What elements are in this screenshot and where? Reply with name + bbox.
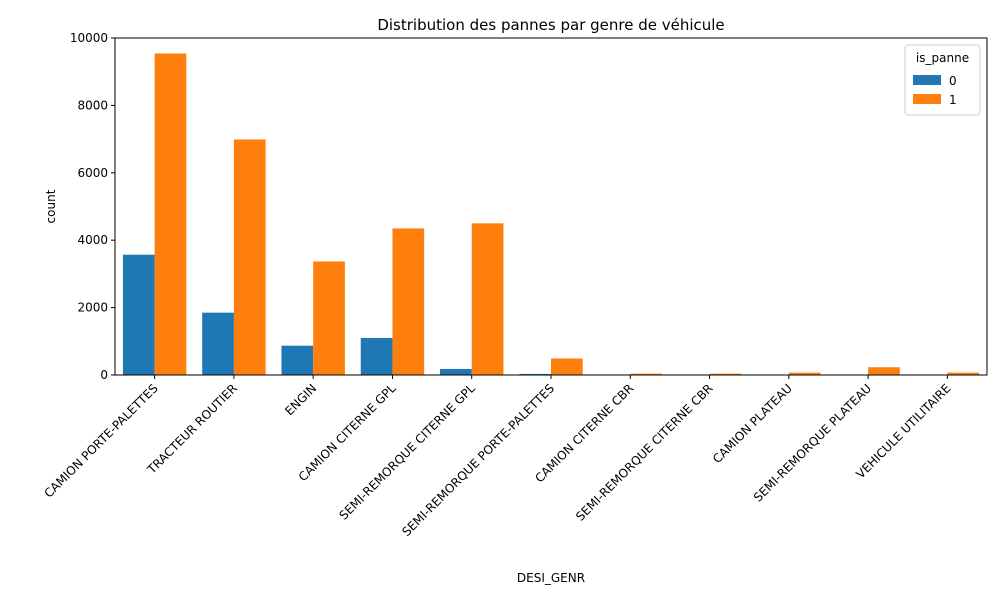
legend-swatch-1 (913, 94, 941, 104)
bar-1-5 (551, 358, 583, 375)
bar-1-8 (788, 372, 821, 375)
y-tick-label: 2000 (77, 301, 108, 315)
bars (122, 53, 980, 375)
bar-1-0 (154, 53, 187, 375)
bar-0-0 (122, 254, 155, 375)
x-axis-label: DESI_GENR (517, 571, 585, 585)
y-tick-label: 4000 (77, 233, 108, 247)
bar-1-9 (868, 367, 900, 375)
y-axis-label: count (44, 189, 58, 223)
bar-1-3 (392, 228, 425, 375)
y-axis-ticks: 0 2000 4000 6000 8000 10000 (70, 31, 115, 382)
bar-1-2 (313, 261, 345, 375)
legend-title: is_panne (916, 51, 969, 65)
chart-title: Distribution des pannes par genre de véh… (377, 16, 724, 34)
x-tick-label: SEMI-REMORQUE CITERNE GPL (337, 381, 479, 523)
legend: is_panne 0 1 (904, 44, 981, 116)
x-tick-label: CAMION PLATEAU (710, 381, 795, 466)
y-tick-label: 10000 (70, 31, 108, 45)
bar-1-1 (233, 139, 266, 375)
y-tick-label: 0 (100, 368, 108, 382)
legend-label-1: 1 (949, 93, 957, 107)
bar-0-2 (281, 345, 314, 375)
bar-1-6 (630, 373, 662, 375)
legend-swatch-0 (913, 75, 941, 85)
bar-1-4 (471, 223, 504, 375)
y-tick-label: 6000 (77, 166, 108, 180)
y-tick-label: 8000 (77, 98, 108, 112)
bar-0-1 (202, 312, 234, 375)
x-tick-label: ENGIN (282, 381, 319, 418)
x-tick-label: SEMI-REMORQUE PORTE-PALETTES (399, 381, 557, 539)
bar-1-10 (947, 372, 980, 375)
x-tick-label: SEMI-REMORQUE CITERNE CBR (573, 381, 716, 524)
bar-0-4 (440, 368, 472, 375)
x-tick-label: TRACTEUR ROUTIER (144, 381, 240, 477)
bar-1-7 (709, 373, 742, 375)
bar-0-5 (519, 373, 551, 375)
bar-0-3 (360, 337, 393, 375)
x-tick-label: CAMION PORTE-PALETTES (41, 381, 160, 500)
legend-label-0: 0 (949, 74, 957, 88)
plot-frame (114, 37, 988, 376)
